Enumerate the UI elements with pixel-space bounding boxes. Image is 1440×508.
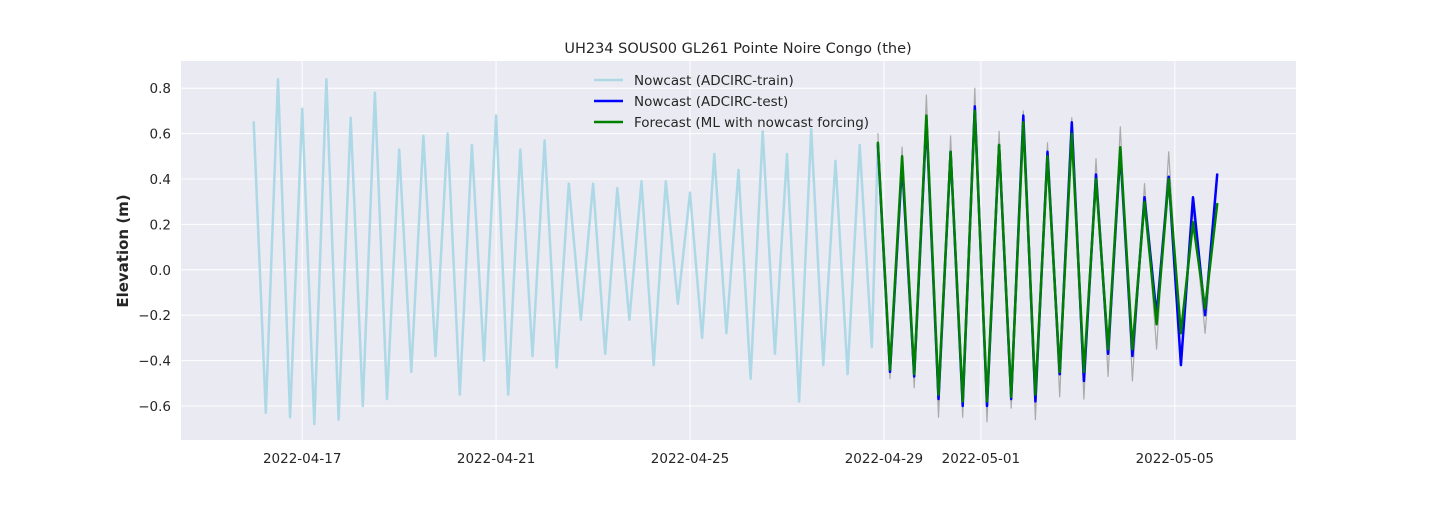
y-tick-label: −0.6 xyxy=(138,399,171,415)
x-tick-label: 2022-05-05 xyxy=(1136,451,1214,467)
y-tick-label: 0.4 xyxy=(150,172,171,188)
legend-label: Nowcast (ADCIRC-train) xyxy=(634,73,794,89)
y-tick-label: −0.2 xyxy=(138,308,171,324)
tick-labels: 2022-04-17 2022-04-21 2022-04-25 2022-04-29… xyxy=(138,81,1214,467)
y-tick-label: −0.4 xyxy=(138,354,171,370)
series-layer xyxy=(252,77,1219,426)
x-tick-label: 2022-04-29 xyxy=(845,451,923,467)
plot-area xyxy=(181,61,1296,440)
y-tick-label: 0.6 xyxy=(150,127,171,143)
legend-label: Forecast (ML with nowcast forcing) xyxy=(634,115,869,131)
x-tick-label: 2022-04-21 xyxy=(457,451,535,467)
series-line-nowcast-adcirc-train xyxy=(252,77,880,426)
series-line-forecast-ml-with-nowcast-forcing xyxy=(876,109,1219,403)
chart-title: UH234 SOUS00 GL261 Pointe Noire Congo (t… xyxy=(564,41,911,57)
legend: Nowcast (ADCIRC-train) Nowcast (ADCIRC-te… xyxy=(594,73,869,131)
x-tick-label: 2022-04-25 xyxy=(651,451,729,467)
x-tick-label: 2022-05-01 xyxy=(942,451,1020,467)
x-tick-label: 2022-04-17 xyxy=(263,451,341,467)
y-axis-label: Elevation (m) xyxy=(114,194,132,307)
y-tick-label: 0.8 xyxy=(150,81,171,97)
y-tick-label: 0.0 xyxy=(150,263,171,279)
legend-label: Nowcast (ADCIRC-test) xyxy=(634,94,788,110)
y-tick-label: 0.2 xyxy=(150,217,171,233)
